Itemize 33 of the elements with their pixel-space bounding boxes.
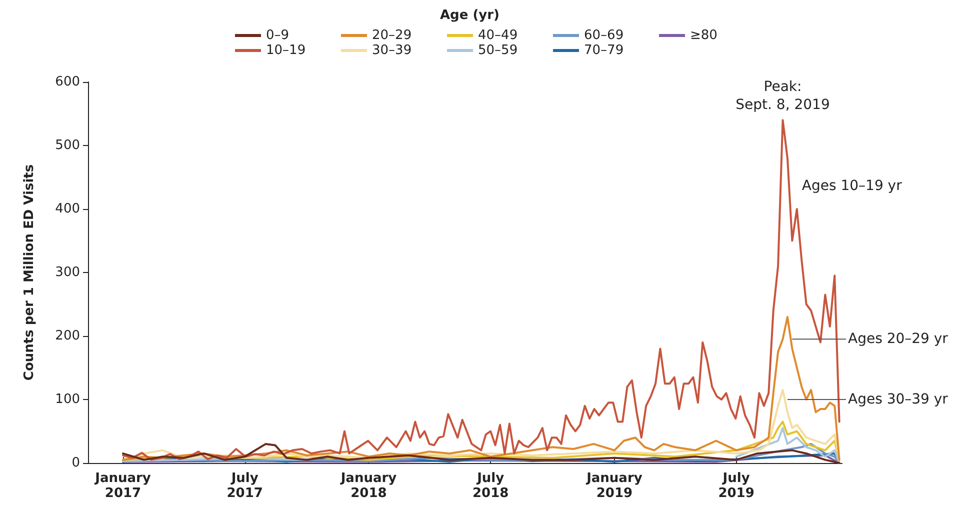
legend-title: Age (yr) bbox=[440, 8, 500, 23]
x-tick-label: January 2017 bbox=[94, 471, 152, 501]
legend-label: 30–39 bbox=[372, 43, 412, 58]
legend-label: 70–79 bbox=[584, 43, 624, 58]
line-series bbox=[122, 442, 840, 464]
y-tick-label: 300 bbox=[55, 265, 80, 280]
annotation: Ages 10–19 yr bbox=[802, 178, 902, 194]
annotation: Ages 30–39 yr bbox=[848, 392, 948, 408]
y-tick-label: 500 bbox=[55, 138, 80, 153]
legend-label: 20–29 bbox=[372, 28, 412, 43]
x-tick-label: January 2019 bbox=[586, 471, 643, 501]
annotation: Ages 20–29 yr bbox=[848, 331, 948, 348]
line-series bbox=[122, 316, 840, 461]
line-series bbox=[122, 388, 840, 461]
x-tick-label: July 2018 bbox=[472, 471, 509, 501]
annotation: Peak: Sept. 8, 2019 bbox=[736, 79, 830, 114]
y-tick-label: 200 bbox=[55, 328, 80, 344]
legend-label: 40–49 bbox=[478, 28, 518, 43]
legend-label: ≥80 bbox=[690, 28, 718, 43]
legend-label: 50–59 bbox=[478, 43, 518, 58]
legend-label: 0–9 bbox=[266, 28, 290, 43]
x-tick-label: January 2018 bbox=[340, 471, 398, 501]
x-tick-label: July 2019 bbox=[718, 471, 754, 501]
y-tick-label: 400 bbox=[55, 202, 80, 216]
legend-label: 60–69 bbox=[584, 28, 624, 43]
legend-label: 10–19 bbox=[266, 43, 306, 58]
y-axis-title: Counts per 1 Million ED Visits bbox=[22, 164, 37, 381]
line-series bbox=[122, 420, 840, 461]
y-tick-label: 100 bbox=[55, 392, 80, 407]
x-tick-label: July 2017 bbox=[226, 471, 263, 501]
y-tick-label: 600 bbox=[55, 74, 80, 90]
y-tick-label: 0 bbox=[72, 456, 80, 470]
line-series bbox=[122, 119, 840, 461]
